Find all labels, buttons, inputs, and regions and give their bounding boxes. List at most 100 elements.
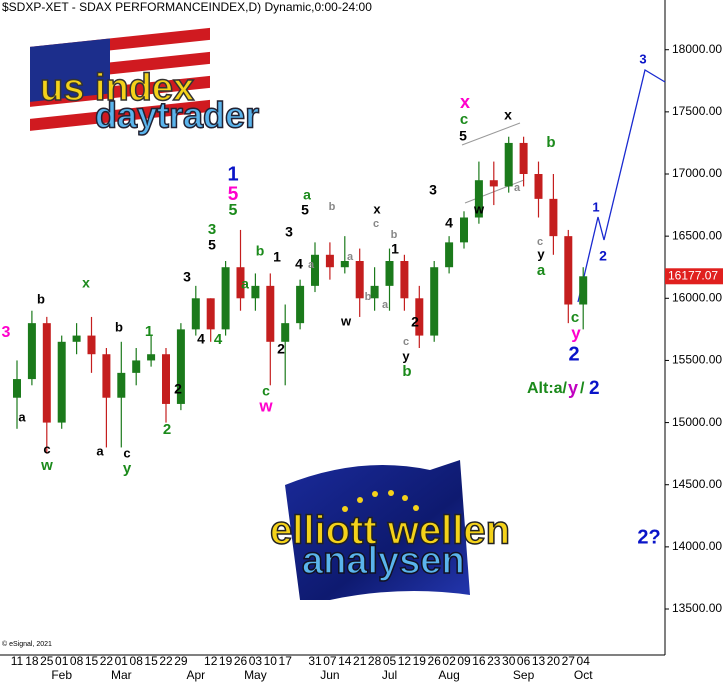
x-tick-label: 16: [472, 654, 486, 668]
wave-label: c: [262, 383, 270, 399]
x-tick-label: 28: [368, 654, 382, 668]
chart-title: $SDXP-XET - SDAX PERFORMANCEINDEX,D) Dyn…: [2, 0, 372, 14]
last-price-box: [665, 268, 723, 285]
y-tick-label: 13500.00: [672, 601, 722, 615]
x-tick-label: 31: [308, 654, 322, 668]
y-tick-label: 15500.00: [672, 353, 722, 367]
wave-label: w: [340, 313, 352, 328]
wave-label: 1: [227, 163, 238, 185]
candle-body: [460, 217, 468, 243]
x-tick-label: 22: [159, 654, 173, 668]
candle-body: [385, 261, 394, 286]
candle-body: [206, 298, 215, 330]
candle-body: [162, 354, 170, 404]
y-tick-label: 15000.00: [672, 415, 722, 429]
candle-body: [549, 198, 558, 237]
month-label: Oct: [574, 668, 593, 682]
x-tick-label: 23: [487, 654, 501, 668]
x-tick-label: 14: [338, 654, 352, 668]
candle-body: [579, 276, 588, 305]
candle-body: [42, 323, 51, 423]
wave-label: 1: [145, 323, 153, 340]
y-tick-label: 14000.00: [672, 539, 722, 553]
month-label: Mar: [111, 668, 132, 682]
candle-body: [72, 335, 81, 342]
wave-label: c: [537, 236, 543, 248]
x-tick-label: 21: [353, 654, 367, 668]
wave-label: Alt:a/: [527, 380, 568, 397]
candle-body: [430, 267, 439, 336]
candle-body: [564, 236, 573, 305]
y-tick-label: 16000.00: [672, 290, 722, 304]
candle-body: [445, 242, 454, 268]
x-tick-label: 06: [517, 654, 531, 668]
y-tick-label: 17000.00: [672, 166, 722, 180]
x-tick-label: 05: [383, 654, 397, 668]
logo-text: analysen: [302, 540, 465, 582]
month-label: Feb: [51, 668, 72, 682]
wave-label: b: [256, 243, 265, 259]
wave-label: a: [96, 443, 104, 458]
wave-label: b: [365, 291, 372, 303]
wave-label: x: [460, 92, 470, 112]
wave-label: x: [82, 275, 90, 291]
x-tick-label: 10: [264, 654, 278, 668]
candle-body: [13, 379, 21, 398]
x-tick-label: 11: [11, 654, 24, 668]
candle-body: [325, 254, 334, 268]
candle-body: [176, 329, 185, 404]
wave-label: 1: [391, 241, 399, 257]
wave-label: y: [568, 378, 578, 398]
logo-text: elliott wellen: [270, 509, 510, 553]
wave-label: a: [241, 276, 249, 292]
candle-body: [489, 180, 498, 187]
month-label: Jul: [382, 668, 397, 682]
x-tick-label: 08: [70, 654, 84, 668]
month-label: Aug: [438, 668, 459, 682]
wave-label: 2: [599, 248, 607, 264]
x-tick-label: 13: [532, 654, 546, 668]
x-tick-label: 12: [398, 654, 412, 668]
wave-label: 5: [459, 128, 467, 144]
wave-label: 2: [163, 421, 171, 438]
logo-text: daytrader: [95, 95, 259, 136]
x-tick-label: 26: [234, 654, 248, 668]
wave-label: a: [382, 299, 389, 311]
wave-label: c: [571, 309, 579, 326]
wave-label: 3: [183, 269, 191, 285]
wave-label: w: [258, 396, 273, 415]
x-tick-label: 01: [55, 654, 69, 668]
candle-body: [132, 360, 141, 373]
wave-label: b: [115, 319, 123, 334]
copyright: © eSignal, 2021: [2, 640, 52, 648]
wave-label: 2: [174, 381, 182, 397]
candle-body: [87, 335, 96, 355]
x-tick-label: 30: [502, 654, 516, 668]
wave-label: 1: [592, 199, 599, 214]
candle-body: [117, 372, 126, 398]
wave-label: y: [537, 246, 545, 261]
wave-label: 3: [285, 224, 293, 240]
x-tick-label: 15: [85, 654, 99, 668]
forecast-path: [577, 68, 666, 303]
wave-label: 2: [277, 341, 285, 357]
y-tick-label: 18000.00: [672, 42, 722, 56]
candle-body: [251, 285, 260, 299]
wave-label: a: [347, 251, 354, 263]
x-tick-label: 08: [130, 654, 144, 668]
channel-line: [461, 122, 521, 146]
x-tick-label: 29: [174, 654, 188, 668]
wave-label: a: [308, 259, 315, 271]
candle-body: [519, 142, 528, 175]
month-label: May: [244, 668, 267, 682]
wave-label: w: [40, 457, 53, 474]
candle-body: [340, 261, 349, 268]
x-tick-label: 19: [219, 654, 233, 668]
candle-body: [415, 298, 424, 336]
wave-label: 4: [214, 331, 223, 348]
month-label: Jun: [320, 668, 339, 682]
y-tick-label: 16500.00: [672, 228, 722, 242]
wave-label: c: [460, 111, 468, 128]
x-tick-label: 25: [40, 654, 54, 668]
wave-label: y: [402, 348, 410, 363]
